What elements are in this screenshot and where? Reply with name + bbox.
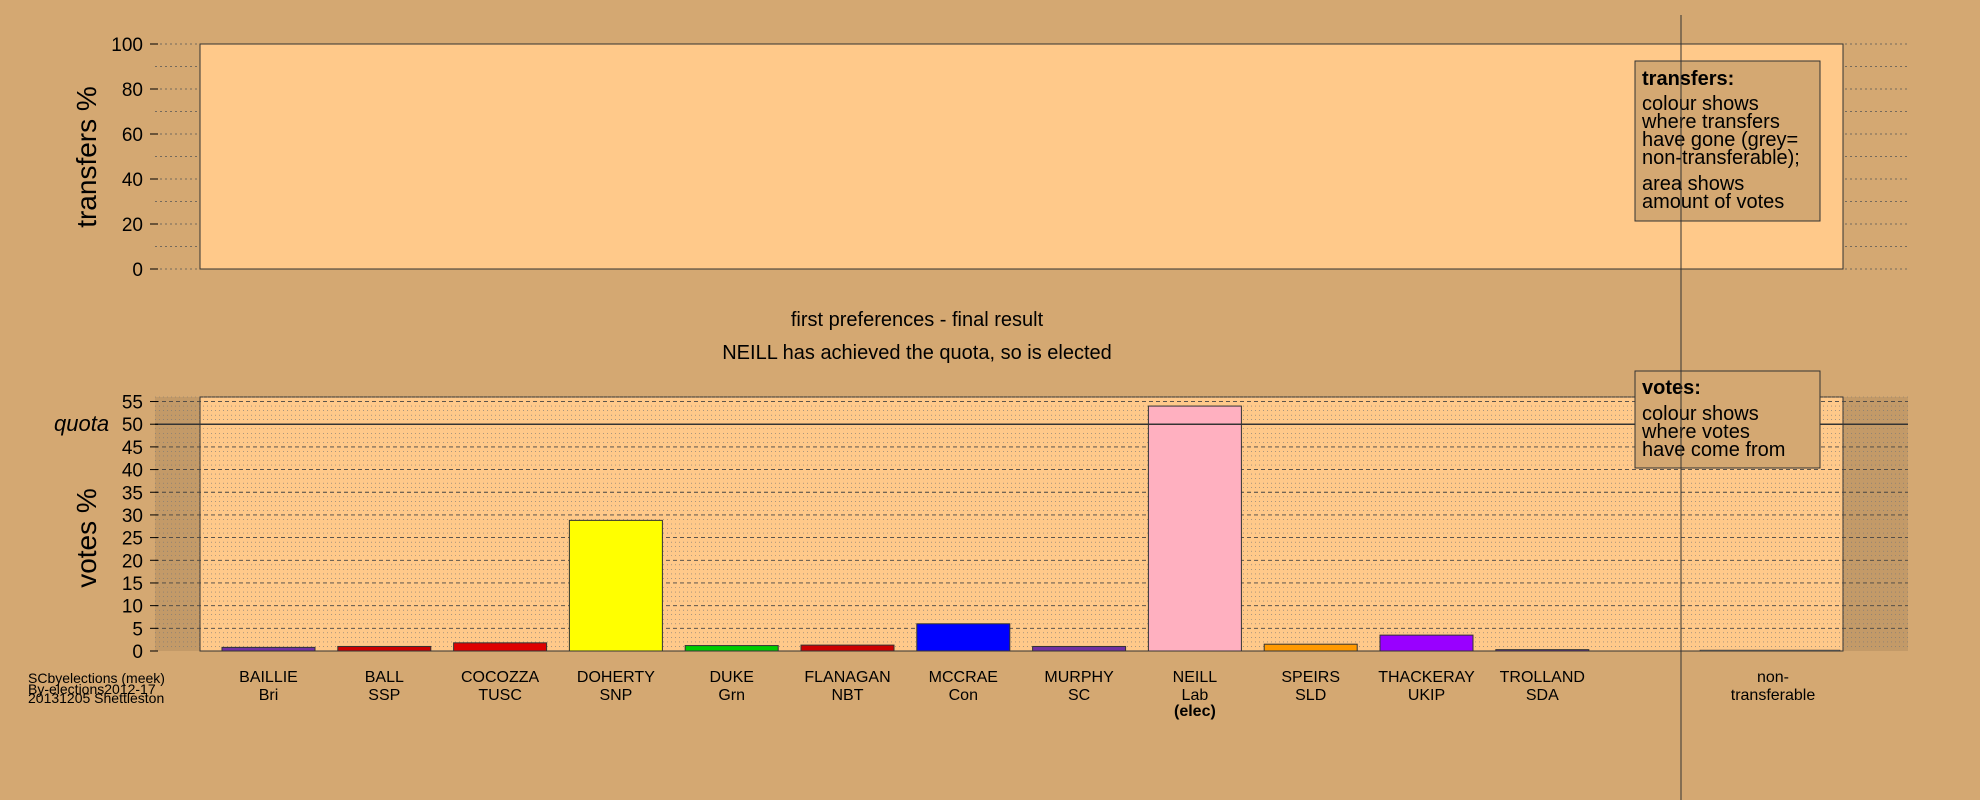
transfers-legend-box: [1634, 60, 1821, 222]
candidate-party-label: SNP: [599, 687, 632, 704]
transfers-panel: 0 20 40 60 80 100 transfers % transfers: colo…: [71, 35, 1908, 281]
candidate-name-label: BALL: [365, 669, 404, 686]
candidate-party-label: NBT: [832, 687, 864, 704]
bar-neill: [1147, 405, 1242, 652]
bar-trolland: [1495, 649, 1590, 652]
quota-label: quota: [54, 411, 109, 436]
chart-heading-line1: first preferences - final result: [791, 309, 1044, 331]
votes-legend-line: have come from: [1642, 439, 1785, 461]
votes-tick-label: 25: [122, 529, 143, 550]
transfers-legend-title: transfers:: [1642, 68, 1734, 90]
candidate-name-label: DOHERTY: [577, 669, 655, 686]
candidate-party-label: SDA: [1526, 687, 1559, 704]
candidate-party-label: Lab: [1182, 687, 1209, 704]
votes-axis-title: votes %: [71, 488, 102, 588]
transfers-tick-label: 20: [122, 215, 143, 236]
candidate-elected-note: (elec): [1174, 703, 1216, 720]
nontransferable-label-line2: transferable: [1731, 687, 1816, 704]
footer-line2: By-elections2012-17: [28, 681, 156, 697]
bar-nontransferable: [1699, 649, 1841, 652]
bar-thackeray: [1379, 634, 1474, 652]
transfers-axis-title: transfers %: [71, 86, 102, 228]
transfers-legend-line: where transfers: [1641, 111, 1780, 133]
candidate-name-label: SPEIRS: [1281, 669, 1340, 686]
votes-tick-label: 10: [122, 597, 143, 618]
bar-speirs: [1263, 643, 1358, 652]
transfers-tick-label: 80: [122, 80, 143, 101]
candidate-party-label: UKIP: [1408, 687, 1445, 704]
votes-legend: votes: colour shows where votes have com…: [1634, 370, 1821, 469]
votes-tick-label: 20: [122, 551, 143, 572]
transfers-legend-line: colour shows: [1642, 93, 1759, 115]
votes-legend-title: votes:: [1642, 377, 1701, 399]
candidate-name-label: COCOZZA: [461, 669, 540, 686]
transfers-tick-label: 40: [122, 170, 143, 191]
footer-line1: SCbyelections (meek): [28, 670, 165, 686]
votes-tick-label: 50: [122, 415, 143, 436]
candidate-party-label: Bri: [259, 687, 279, 704]
transfers-y-ticks: 0 20 40 60 80 100: [111, 35, 158, 281]
bar-mccrae: [916, 623, 1011, 652]
footer-line3: 20131205 Shettleston: [28, 690, 164, 706]
candidate-name-label: FLANAGAN: [804, 669, 890, 686]
bar-cocozza: [453, 642, 548, 652]
transfers-legend-line: amount of votes: [1642, 191, 1784, 213]
candidate-party-label: SLD: [1295, 687, 1326, 704]
votes-gridlines: [155, 396, 1908, 647]
votes-legend-line: where votes: [1641, 421, 1750, 443]
votes-bars: [221, 405, 1841, 652]
bar-duke: [684, 645, 779, 652]
candidate-party-label: SSP: [368, 687, 400, 704]
votes-tick-label: 0: [132, 642, 143, 663]
transfers-tick-label: 0: [132, 260, 143, 281]
votes-tick-label: 45: [122, 438, 143, 459]
candidate-name-label: MURPHY: [1044, 669, 1114, 686]
transfers-tick-label: 60: [122, 125, 143, 146]
candidate-name-label: THACKERAY: [1378, 669, 1475, 686]
bar-baillie: [221, 646, 316, 652]
candidate-name-label: DUKE: [709, 669, 753, 686]
bar-doherty: [568, 519, 663, 652]
transfers-tick-label: 100: [111, 35, 143, 56]
transfers-legend-line: non-transferable);: [1642, 147, 1800, 169]
votes-tick-label: 55: [122, 393, 143, 414]
candidate-name-label: NEILL: [1173, 669, 1218, 686]
bar-ball: [337, 645, 432, 652]
transfers-legend-line: area shows: [1642, 173, 1744, 195]
candidate-name-label: MCCRAE: [929, 669, 998, 686]
chart-heading-line2: NEILL has achieved the quota, so is elec…: [722, 342, 1112, 364]
transfers-legend: transfers: colour shows where transfers …: [1634, 60, 1821, 222]
votes-plot-area: [199, 396, 1844, 652]
candidate-name-label: TROLLAND: [1500, 669, 1585, 686]
candidate-party-label: Con: [949, 687, 978, 704]
votes-legend-line: colour shows: [1642, 403, 1759, 425]
votes-tick-label: 30: [122, 506, 143, 527]
bar-murphy: [1032, 645, 1127, 652]
votes-tick-label: 5: [132, 619, 143, 640]
votes-legend-box: [1634, 370, 1821, 469]
candidate-party-label: SC: [1068, 687, 1090, 704]
votes-left-shade: [155, 397, 200, 651]
candidate-name-label: BAILLIE: [239, 669, 298, 686]
bar-flanagan: [800, 644, 895, 652]
transfers-plot-area: [199, 43, 1844, 270]
votes-tick-label: 15: [122, 574, 143, 595]
nontransferable-label-line1: non-: [1757, 669, 1789, 686]
candidate-party-label: TUSC: [478, 687, 522, 704]
votes-tick-label: 35: [122, 483, 143, 504]
votes-tick-label: 40: [122, 461, 143, 482]
candidate-party-label: Grn: [718, 687, 745, 704]
